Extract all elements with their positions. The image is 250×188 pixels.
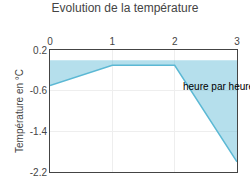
svg-text:-1.4: -1.4 (30, 126, 48, 137)
svg-text:heure par heure: heure par heure (183, 81, 250, 92)
svg-text:0: 0 (47, 36, 53, 47)
svg-text:-2.2: -2.2 (30, 167, 48, 178)
svg-text:2: 2 (172, 36, 178, 47)
svg-text:3: 3 (234, 36, 240, 47)
svg-text:Evolution de la température: Evolution de la température (52, 1, 199, 15)
svg-text:0.2: 0.2 (33, 45, 47, 56)
svg-text:Température en °C: Température en °C (14, 69, 25, 153)
svg-text:-0.6: -0.6 (30, 85, 48, 96)
svg-text:1: 1 (110, 36, 116, 47)
